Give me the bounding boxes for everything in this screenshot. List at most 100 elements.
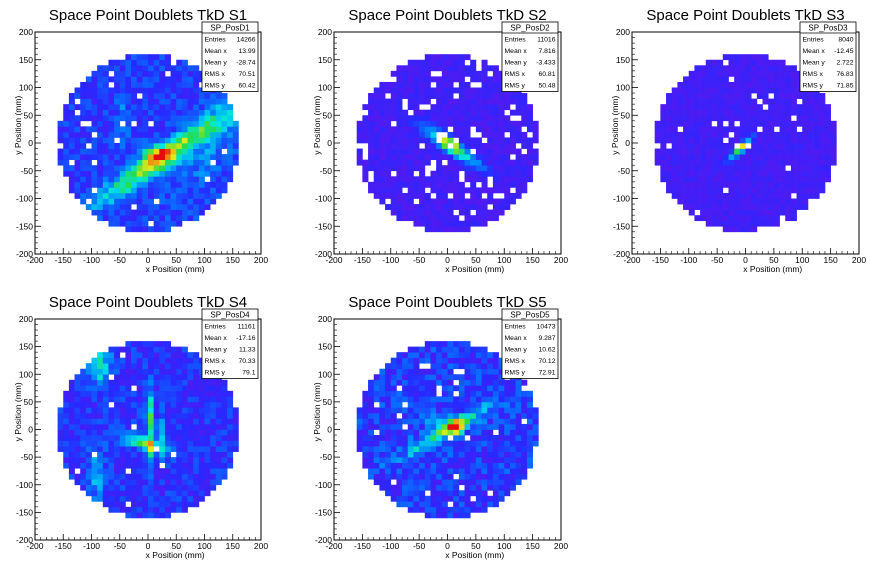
histogram-bin	[210, 484, 217, 491]
y-tick-label: 200	[19, 314, 33, 324]
histogram-bin	[424, 418, 431, 425]
histogram-bin	[532, 126, 539, 133]
histogram-bin	[204, 446, 211, 452]
histogram-bin	[475, 429, 482, 436]
histogram-bin	[722, 148, 729, 155]
histogram-bin	[159, 457, 166, 464]
histogram-bin	[63, 446, 70, 452]
histogram-bin	[170, 192, 177, 199]
histogram-bin	[385, 126, 392, 133]
histogram-bin	[526, 390, 533, 397]
histogram-bin	[210, 104, 217, 111]
histogram-bin	[436, 368, 443, 375]
histogram-bin	[430, 401, 437, 408]
histogram-bin	[164, 435, 171, 441]
histogram-bin	[85, 104, 92, 111]
histogram-bin	[688, 120, 695, 127]
histogram-bin	[807, 131, 814, 138]
histogram-bin	[142, 440, 149, 447]
histogram-bin	[136, 54, 143, 61]
histogram-bin	[164, 418, 171, 425]
histogram-bin	[148, 451, 154, 458]
histogram-bin	[176, 490, 183, 497]
histogram-bin	[385, 170, 392, 177]
histogram-bin	[509, 148, 516, 155]
histogram-bin	[660, 104, 667, 111]
histogram-bin	[481, 126, 488, 133]
histogram-bin	[487, 165, 494, 172]
histogram-bin	[739, 137, 746, 144]
x-tick-label: -100	[680, 255, 697, 265]
x-tick-label: -150	[55, 541, 72, 551]
x-tick-label: 0	[743, 255, 748, 265]
histogram-bin	[362, 446, 369, 452]
histogram-bin	[91, 154, 98, 160]
histogram-bin	[91, 423, 98, 430]
histogram-bin	[458, 473, 465, 480]
histogram-bin	[136, 363, 143, 370]
histogram-bin	[164, 346, 171, 353]
histogram-bin	[481, 446, 488, 452]
histogram-bin	[402, 418, 409, 425]
histogram-bin	[430, 220, 437, 227]
histogram-bin	[830, 143, 837, 149]
histogram-bin	[683, 176, 690, 183]
histogram-bin	[464, 115, 471, 122]
histogram-bin	[705, 120, 712, 127]
histogram-bin	[785, 159, 792, 166]
histogram-bin	[153, 159, 160, 166]
histogram-bin	[498, 401, 505, 408]
histogram-bin	[745, 131, 752, 138]
histogram-bin	[492, 479, 499, 486]
stats-value: -3.433	[536, 59, 555, 66]
histogram-bin	[368, 423, 375, 430]
histogram-bin	[125, 352, 132, 359]
histogram-bin	[187, 412, 194, 419]
histogram-bin	[705, 198, 712, 205]
histogram-bin	[170, 131, 177, 138]
histogram-bin	[114, 379, 121, 386]
histogram-bin	[181, 126, 188, 133]
histogram-bin	[441, 87, 448, 94]
histogram-bin	[487, 396, 494, 403]
histogram-bin	[74, 435, 81, 441]
histogram-bin	[68, 385, 75, 392]
histogram-bin	[356, 154, 363, 160]
y-tick-label: -200	[613, 249, 630, 259]
histogram-bin	[447, 407, 454, 414]
histogram-bin	[430, 506, 437, 513]
histogram-bin	[441, 192, 448, 199]
histogram-bin	[688, 187, 695, 194]
histogram-bin	[373, 412, 380, 419]
y-tick-label: -50	[21, 452, 34, 462]
histogram-bin	[102, 357, 109, 364]
histogram-bin	[768, 98, 775, 105]
histogram-bin	[441, 385, 448, 392]
y-tick-label: 50	[323, 110, 333, 120]
histogram-bin	[80, 390, 87, 397]
histogram-bin	[198, 143, 205, 149]
histogram-bin	[159, 423, 166, 430]
histogram-bin	[475, 457, 482, 464]
histogram-bin	[521, 435, 528, 441]
histogram-bin	[785, 87, 792, 94]
histogram-bin	[402, 204, 409, 210]
histogram-bin	[739, 126, 746, 133]
histogram-bin	[131, 341, 138, 347]
histogram-bin	[97, 159, 104, 166]
histogram-bin	[136, 187, 143, 194]
stats-box-name: SP_PosD5	[510, 311, 550, 320]
histogram-bin	[762, 131, 769, 138]
histogram-bin	[813, 170, 820, 177]
histogram-bin	[671, 165, 678, 172]
histogram-bin	[419, 87, 426, 94]
histogram-bin	[498, 131, 505, 138]
histogram-bin	[97, 495, 104, 502]
histogram-bin	[68, 451, 75, 458]
histogram-bin	[125, 374, 132, 381]
histogram-bin	[498, 126, 505, 133]
histogram-bin	[824, 120, 831, 127]
histogram-bin	[119, 87, 126, 94]
histogram-bin	[204, 462, 211, 469]
histogram-bin	[68, 181, 75, 188]
